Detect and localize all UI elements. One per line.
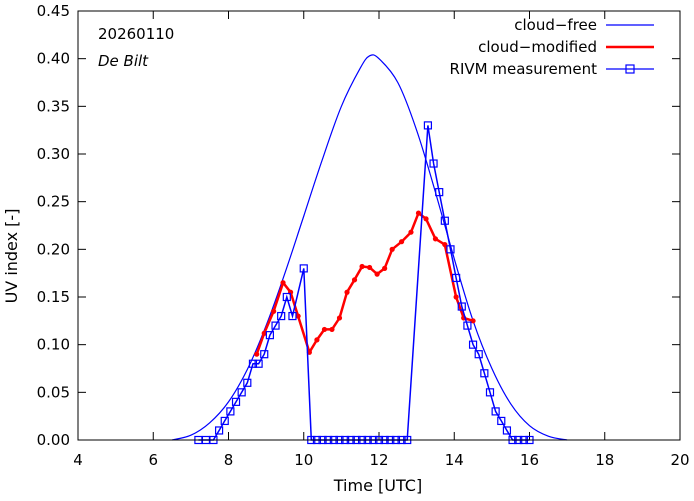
cloud-modified-point xyxy=(442,241,448,248)
legend-entry-cloud-modified: cloud−modified xyxy=(478,38,654,56)
rivm-measurement-point xyxy=(463,321,472,330)
x-axis-label: Time [UTC] xyxy=(333,476,422,495)
y-tick-label: 0.30 xyxy=(37,145,70,163)
cloud-modified-point xyxy=(359,263,365,270)
cloud-modified-point xyxy=(366,264,373,271)
series-2 xyxy=(194,121,534,445)
x-tick-label: 18 xyxy=(595,451,614,469)
y-tick-label: 0.20 xyxy=(37,240,70,258)
y-tick-labels: 0.00 0.05 0.10 0.15 0.20 0.25 0.30 0.35 0.40 0.45 xyxy=(37,2,70,449)
rivm-measurement-point xyxy=(271,321,280,330)
x-tick-label: 10 xyxy=(294,451,313,469)
rivm-measurement-line xyxy=(198,125,530,441)
location-annotation: De Bilt xyxy=(98,52,149,70)
plot-frame xyxy=(77,10,681,441)
rivm-measurement-point xyxy=(248,359,258,368)
rivm-measurement-point xyxy=(299,264,308,273)
y-axis-label: UV index [-] xyxy=(2,209,21,304)
cloud-modified-point xyxy=(321,326,328,333)
y-tick-label: 0.10 xyxy=(37,336,70,354)
rivm-measurement-point xyxy=(254,359,263,368)
x-tick-label: 6 xyxy=(148,451,158,469)
rivm-measurement-point xyxy=(288,311,297,321)
legend: cloud−free cloud−modified RIVM measureme… xyxy=(450,16,654,78)
x-tick-label: 8 xyxy=(224,451,234,469)
cloud-modified-point xyxy=(314,337,320,343)
x-tick-label: 16 xyxy=(520,451,539,469)
rivm-measurement-point xyxy=(282,292,291,302)
x-tick-label: 14 xyxy=(445,451,464,469)
legend-label-cloud-modified: cloud−modified xyxy=(478,38,597,56)
cloud-modified-point xyxy=(280,280,286,286)
cloud-modified-point xyxy=(415,210,422,216)
rivm-measurement-point xyxy=(480,369,489,378)
cloud-free-line xyxy=(171,54,568,441)
cloud-modified-point xyxy=(374,271,380,277)
legend-label-rivm-measurement: RIVM measurement xyxy=(450,60,598,78)
rivm-measurement-point xyxy=(243,378,252,387)
y-tick-label: 0.00 xyxy=(37,431,70,449)
legend-entry-cloud-free: cloud−free xyxy=(514,16,654,34)
legend-label-cloud-free: cloud−free xyxy=(514,16,597,34)
rivm-measurement-point xyxy=(226,407,235,416)
rivm-measurement-point xyxy=(474,350,483,359)
rivm-measurement-point xyxy=(446,245,455,254)
series-1 xyxy=(254,210,476,357)
cloud-modified-point xyxy=(254,351,260,357)
rivm-measurement-point xyxy=(220,416,229,426)
rivm-measurement-point xyxy=(435,188,444,197)
cloud-modified-point xyxy=(344,289,350,295)
rivm-measurement-point xyxy=(485,388,495,397)
series-layer xyxy=(171,54,568,445)
x-tick-label: 12 xyxy=(369,451,388,469)
rivm-measurement-point xyxy=(452,273,461,283)
legend-marker-rivm-measurement xyxy=(625,64,635,74)
rivm-measurement-point xyxy=(277,311,286,321)
y-tick-label: 0.45 xyxy=(37,2,70,20)
y-tick-label: 0.25 xyxy=(37,193,70,211)
cloud-modified-point xyxy=(336,315,343,321)
cloud-modified-point xyxy=(423,216,429,222)
y-tick-label: 0.05 xyxy=(37,383,70,401)
rivm-measurement-point xyxy=(423,121,433,130)
rivm-measurement-point xyxy=(440,216,449,225)
y-tick-label: 0.15 xyxy=(37,288,70,306)
cloud-modified-point xyxy=(398,239,405,245)
rivm-measurement-point xyxy=(502,426,512,435)
date-annotation: 20260110 xyxy=(98,25,174,43)
cloud-modified-point xyxy=(382,265,388,271)
x-tick-labels: 4 6 8 10 12 14 16 18 20 xyxy=(73,451,689,469)
rivm-measurement-point xyxy=(429,159,438,168)
rivm-measurement-point xyxy=(491,407,500,416)
x-tick-label: 20 xyxy=(670,451,689,469)
cloud-modified-point xyxy=(261,330,267,336)
cloud-modified-point xyxy=(271,308,277,314)
cloud-modified-point xyxy=(329,326,335,333)
x-tick-label: 4 xyxy=(73,451,83,469)
series-0 xyxy=(171,54,568,441)
cloud-modified-point xyxy=(470,318,476,324)
cloud-modified-point xyxy=(389,246,395,252)
rivm-measurement-point xyxy=(265,331,274,340)
rivm-measurement-point xyxy=(231,397,241,406)
rivm-measurement-point xyxy=(457,302,466,311)
legend-entry-rivm-measurement: RIVM measurement xyxy=(450,60,654,78)
cloud-modified-point xyxy=(295,313,301,319)
rivm-measurement-point xyxy=(497,416,506,426)
rivm-measurement-point xyxy=(237,388,246,397)
cloud-modified-point xyxy=(453,294,459,300)
cloud-modified-point xyxy=(432,236,439,242)
cloud-modified-point xyxy=(408,229,414,235)
rivm-measurement-point xyxy=(468,340,478,349)
cloud-modified-line xyxy=(255,211,474,355)
rivm-measurement-point xyxy=(214,426,224,435)
y-tick-label: 0.40 xyxy=(37,50,70,68)
rivm-measurement-point xyxy=(260,350,269,359)
y-tick-label: 0.35 xyxy=(37,97,70,115)
cloud-modified-point xyxy=(351,277,358,283)
